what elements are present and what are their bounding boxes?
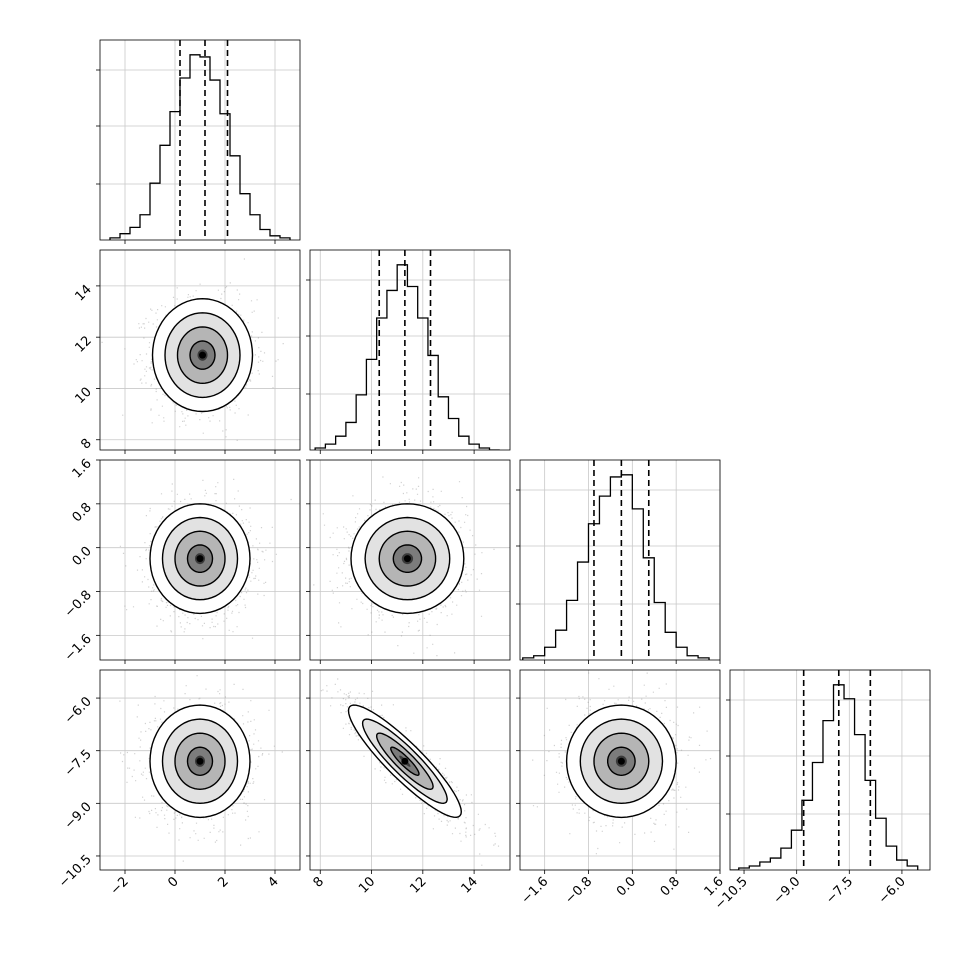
panel-frame	[309, 459, 511, 661]
hist-panel-3	[726, 669, 931, 874]
contour-line	[174, 732, 226, 791]
contour-line	[350, 503, 465, 615]
density-peak	[199, 351, 206, 359]
contour-line	[149, 503, 251, 615]
contour-line	[161, 718, 239, 805]
panel-frame	[519, 669, 721, 871]
contour-line	[189, 340, 216, 370]
histogram-step	[109, 54, 291, 240]
density-panel-2-1	[306, 459, 511, 664]
density-panel-1-0	[96, 249, 301, 454]
density-panel-2-0	[96, 459, 301, 664]
histogram-step	[730, 684, 919, 870]
x-tick-label: 10	[356, 874, 378, 896]
panel-frame	[99, 249, 301, 451]
density-peak	[401, 757, 409, 765]
x-tick-label: 0.0	[614, 874, 639, 899]
contour-line	[176, 326, 229, 385]
y-tick-label: −10.5	[56, 852, 95, 891]
x-tick-label: 4	[265, 874, 281, 890]
y-tick-label: −7.5	[62, 747, 95, 780]
histogram-step	[522, 474, 710, 660]
y-tick-label: 14	[73, 282, 95, 304]
contour-line	[161, 516, 239, 601]
panel-frame	[99, 459, 301, 661]
y-tick-label: 8	[78, 436, 94, 452]
contour-line	[565, 704, 677, 819]
contour-line	[390, 746, 420, 777]
density-panel-3-0	[96, 669, 301, 874]
x-tick-label: 2	[215, 874, 231, 890]
density-peak	[617, 757, 625, 765]
panel-frame	[99, 39, 301, 241]
panel-contents	[100, 670, 300, 870]
density-peak	[403, 555, 411, 563]
x-tick-label: 0	[165, 874, 181, 890]
panel-contents	[520, 670, 720, 870]
contour-line	[378, 530, 437, 587]
panel-frame	[309, 669, 511, 871]
y-tick-label: 0.0	[70, 544, 95, 569]
x-tick-label: −7.5	[823, 874, 856, 907]
contour-line	[186, 746, 214, 777]
contour-line	[164, 312, 241, 399]
contour-line	[361, 718, 448, 805]
contour-line	[593, 732, 650, 791]
contour-line	[174, 530, 226, 587]
contour-line	[364, 516, 451, 601]
contour-line	[151, 297, 254, 413]
y-tick-label: 1.6	[70, 456, 95, 481]
contour-line	[186, 544, 214, 573]
y-tick-label: −0.8	[62, 588, 95, 621]
y-tick-label: 12	[73, 333, 95, 355]
panel-contents	[100, 460, 300, 660]
x-tick-label: −9.0	[771, 874, 804, 907]
hist-panel-0	[96, 39, 301, 244]
panel-contents	[310, 460, 510, 660]
panel-frame	[309, 249, 511, 451]
panel-frame	[729, 669, 931, 871]
hist-panel-1	[306, 249, 511, 454]
y-tick-label: 10	[73, 385, 95, 407]
contour-line	[347, 704, 463, 819]
density-peak	[196, 555, 204, 563]
panel-contents	[100, 250, 300, 450]
panel-frame	[519, 459, 721, 661]
y-tick-label: −9.0	[62, 800, 95, 833]
x-tick-label: −1.6	[519, 874, 552, 907]
x-tick-label: 8	[311, 874, 327, 890]
x-tick-label: −2	[108, 874, 132, 898]
x-tick-label: 0.8	[658, 874, 683, 899]
x-tick-label: 12	[407, 874, 429, 896]
panel-frame	[99, 669, 301, 871]
x-tick-label: −0.8	[562, 874, 595, 907]
x-tick-label: −6.0	[876, 874, 909, 907]
contour-line	[375, 732, 434, 791]
contour-line	[392, 544, 423, 573]
hist-panel-2	[516, 459, 721, 664]
y-tick-label: −6.0	[62, 694, 95, 727]
contour-line	[149, 704, 251, 819]
panel-contents	[310, 670, 510, 870]
y-tick-label: −1.6	[62, 632, 95, 665]
density-panel-3-1	[306, 669, 511, 874]
x-tick-label: 14	[459, 874, 481, 896]
histogram-step	[314, 264, 500, 450]
density-peak	[196, 757, 204, 765]
density-panel-3-2	[516, 669, 721, 874]
contour-line	[579, 718, 664, 805]
y-tick-label: 0.8	[70, 500, 95, 525]
contour-line	[607, 746, 636, 777]
